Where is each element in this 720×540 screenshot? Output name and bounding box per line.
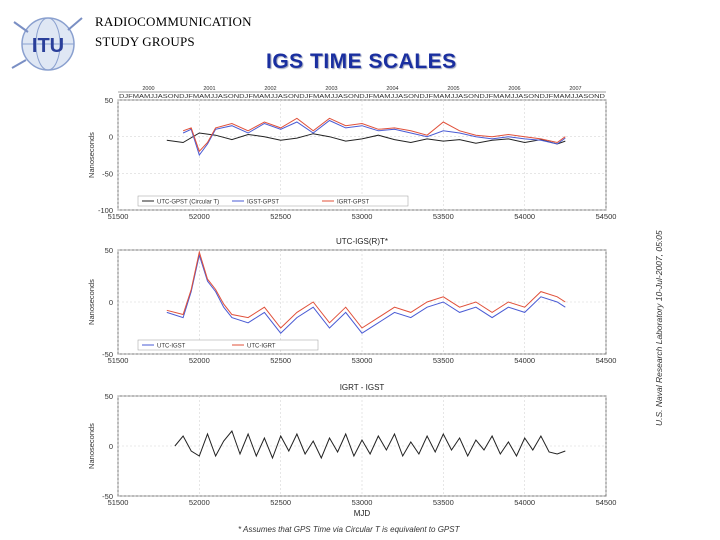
x-tick-label: 54000 xyxy=(514,356,535,365)
series-line xyxy=(166,132,566,145)
top-axis-year: 2007 xyxy=(569,86,581,92)
chart-title: UTC-IGS(R)T* xyxy=(336,237,388,246)
y-tick-label: 50 xyxy=(105,392,113,401)
series-line xyxy=(182,119,566,157)
y-axis-label: Nanoseconds xyxy=(87,132,96,178)
chart-1: 51500 52000 52500 53000 53500 54000 54500 50 0 -5… xyxy=(87,86,616,221)
x-tick-label: 52500 xyxy=(270,212,291,221)
x-tick-label: 52000 xyxy=(189,356,210,365)
x-tick-label: 54000 xyxy=(514,498,535,507)
x-tick-label: 53500 xyxy=(433,498,454,507)
y-tick-label: -50 xyxy=(102,350,113,359)
y-tick-label: 50 xyxy=(105,96,113,105)
y-tick-label: 50 xyxy=(105,246,113,255)
x-axis-label: MJD xyxy=(354,509,371,518)
series-line xyxy=(182,117,566,153)
x-tick-label: 52500 xyxy=(270,356,291,365)
side-note: U.S. Naval Research Laboratory 10-Jul-20… xyxy=(654,230,664,426)
side-note-box: U.S. Naval Research Laboratory 10-Jul-20… xyxy=(654,230,664,426)
logo-text: ITU xyxy=(32,35,64,57)
x-tick-label: 53000 xyxy=(352,498,373,507)
series-line xyxy=(166,250,566,329)
y-tick-label: -50 xyxy=(102,169,113,178)
x-tick-label: 54500 xyxy=(596,212,617,221)
x-tick-label: 54500 xyxy=(596,356,617,365)
slide-title: IGS TIME SCALES xyxy=(266,50,457,73)
top-axis-year: 2003 xyxy=(325,86,337,92)
x-tick-label: 51500 xyxy=(108,356,129,365)
x-tick-label: 52000 xyxy=(189,212,210,221)
x-tick-label: 54000 xyxy=(514,212,535,221)
series-line xyxy=(166,253,566,334)
x-tick-label: 51500 xyxy=(108,212,129,221)
chart-2: 51500 52000 52500 53000 53500 54000 54500 50 0 -5… xyxy=(87,237,616,365)
x-tick-label: 51500 xyxy=(108,498,129,507)
y-axis-label: Nanoseconds xyxy=(87,423,96,469)
legend-label: UTC-IGST xyxy=(157,344,186,350)
legend-box xyxy=(137,339,319,351)
y-tick-label: -100 xyxy=(98,206,113,215)
org-name-line2: STUDY GROUPS xyxy=(95,34,195,49)
org-name-line1: RADIOCOMMUNICATION xyxy=(95,14,252,29)
top-axis-year: 2002 xyxy=(264,86,276,92)
top-axis-months: DJFMAMJJASONDJFMAMJJASONDJFMAMJJASONDJFM… xyxy=(119,94,606,100)
top-axis-year: 2004 xyxy=(386,86,398,92)
legend-box xyxy=(137,195,409,207)
chart-title: IGRT - IGST xyxy=(340,383,385,392)
legend-label: UTC-IGRT xyxy=(247,344,276,350)
legend-label: IGST-GPST xyxy=(247,200,279,206)
y-tick-label: -50 xyxy=(102,492,113,501)
legend-label: IGRT-GPST xyxy=(337,200,370,206)
x-tick-label: 52000 xyxy=(189,498,210,507)
top-axis-year: 2001 xyxy=(203,86,215,92)
x-tick-label: 53000 xyxy=(352,212,373,221)
x-tick-label: 54500 xyxy=(596,498,617,507)
x-tick-label: 53000 xyxy=(352,356,373,365)
top-axis-year: 2005 xyxy=(447,86,459,92)
top-axis-year: 2000 xyxy=(142,86,154,92)
y-axis-label: Nanoseconds xyxy=(87,279,96,325)
x-tick-label: 52500 xyxy=(270,498,291,507)
footnote: * Assumes that GPS Time via Circular T i… xyxy=(238,525,461,534)
series-line xyxy=(174,429,566,460)
y-tick-label: 0 xyxy=(109,133,113,142)
y-tick-label: 0 xyxy=(109,298,113,307)
legend-label: UTC-GPST (Circular T) xyxy=(157,200,219,206)
x-tick-label: 53500 xyxy=(433,356,454,365)
chart-3: 51500 52000 52500 53000 53500 54000 54500 50 0 -5… xyxy=(87,383,616,518)
itu-logo: ITU xyxy=(11,17,83,71)
y-tick-label: 0 xyxy=(109,442,113,451)
x-tick-label: 53500 xyxy=(433,212,454,221)
top-axis-year: 2006 xyxy=(508,86,520,92)
